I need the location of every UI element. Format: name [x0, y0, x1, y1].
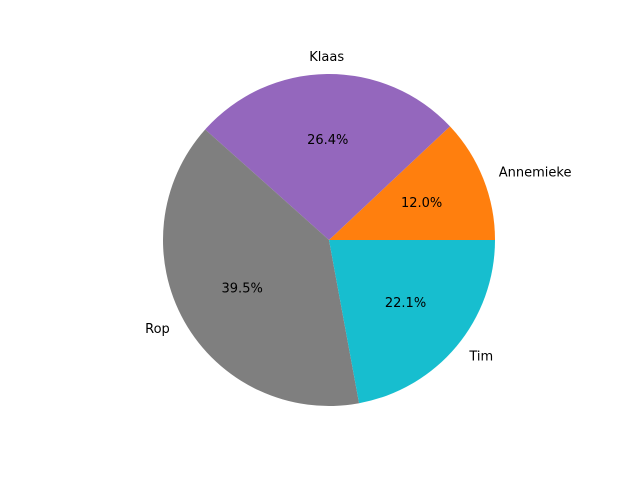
slice-label-annemieke: Annemieke: [499, 165, 572, 180]
pie-slice-rop: [163, 129, 360, 407]
pct-label-annemieke: 12.0%: [401, 196, 442, 211]
pie-slices: [163, 74, 495, 407]
slice-label-klaas: Klaas: [309, 50, 344, 65]
pie-slice-tim: [329, 240, 495, 404]
pie-slice-annemieke: [329, 126, 495, 240]
pct-label-tim: 22.1%: [385, 296, 426, 311]
slice-label-rop: Rop: [145, 322, 170, 337]
pie-slice-klaas: [205, 74, 451, 241]
slice-label-tim: Tim: [468, 349, 493, 364]
pct-label-rop: 39.5%: [222, 281, 263, 296]
pie-labels: Annemieke 12.0% Klaas 26.4% Rop 39.5% Tim 22.1%: [145, 50, 571, 364]
pct-label-klaas: 26.4%: [307, 133, 348, 148]
